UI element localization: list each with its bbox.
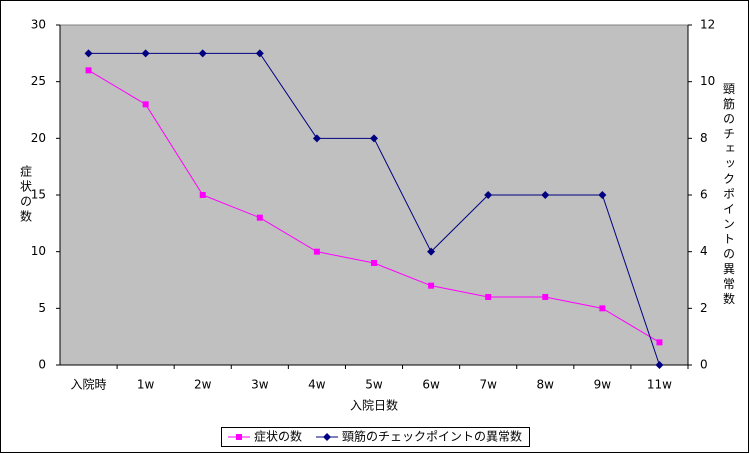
data-point	[485, 294, 492, 300]
data-point	[542, 294, 549, 300]
y-axis-label: 症状の数	[19, 164, 33, 225]
data-point	[371, 260, 377, 266]
legend-marker	[323, 433, 332, 441]
y-tick-label: 25	[31, 74, 46, 88]
y-tick-label: 15	[31, 188, 46, 202]
x-tick-label: 11w	[647, 378, 672, 392]
legend-label: 症状の数	[254, 429, 302, 444]
data-point	[141, 49, 150, 58]
data-point	[198, 49, 207, 58]
x-tick-label: 6w	[422, 378, 440, 392]
data-point	[84, 49, 93, 58]
y-tick-label: 0	[38, 358, 46, 372]
x-tick-label: 4w	[308, 378, 326, 392]
y-tick-label: 5	[38, 301, 46, 315]
data-point	[655, 361, 664, 369]
y-tick-label: 30	[31, 18, 46, 32]
legend-label: 頸筋のチェックポイントの異常数	[342, 429, 522, 444]
y2-tick-label: 12	[700, 18, 715, 32]
data-point	[598, 191, 607, 199]
data-point	[256, 214, 263, 221]
y2-tick-label: 4	[700, 244, 708, 258]
legend	[221, 427, 530, 447]
data-point	[656, 339, 663, 346]
y-tick-label: 20	[31, 131, 46, 145]
data-point	[312, 134, 321, 143]
x-tick-label: 1w	[137, 378, 155, 392]
legend-marker	[236, 434, 242, 440]
y2-tick-label: 0	[700, 358, 708, 372]
data-point	[541, 191, 550, 199]
y2-tick-label: 10	[700, 74, 715, 88]
x-tick-label: 3w	[251, 378, 269, 392]
data-point	[427, 247, 436, 256]
x-tick-label: 8w	[537, 378, 555, 392]
y2-tick-label: 8	[700, 131, 708, 145]
data-point	[199, 192, 206, 198]
y-tick-label: 10	[31, 244, 46, 258]
x-axis-label: 入院日数	[350, 398, 398, 413]
x-tick-label: 2w	[194, 378, 212, 392]
y2-axis-label: 頸筋のチェックポイントの異常数	[722, 83, 736, 308]
data-point	[370, 134, 378, 143]
x-tick-label: 5w	[365, 378, 383, 392]
data-point	[428, 282, 435, 289]
data-point	[255, 49, 264, 58]
y2-tick-label: 2	[700, 301, 708, 315]
data-point	[313, 248, 320, 255]
x-tick-label: 7w	[479, 378, 497, 392]
y2-tick-label: 6	[700, 188, 708, 202]
data-point	[142, 101, 149, 108]
x-tick-label: 9w	[594, 378, 612, 392]
data-point	[85, 67, 92, 74]
data-point	[484, 191, 493, 199]
x-tick-label: 入院時	[71, 378, 107, 392]
data-point	[599, 305, 606, 312]
